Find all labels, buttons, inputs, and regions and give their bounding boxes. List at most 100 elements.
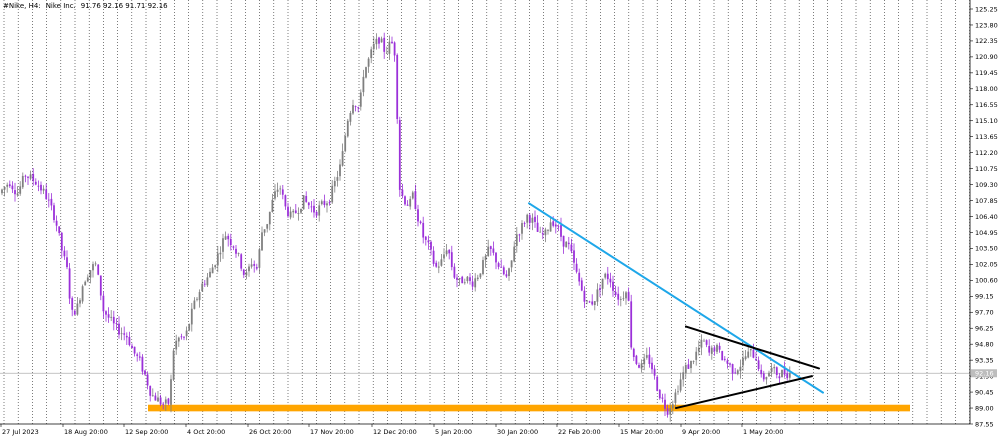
candle xyxy=(110,310,113,322)
candle-body xyxy=(515,234,518,246)
candle-body xyxy=(203,283,206,285)
candle-body xyxy=(692,361,695,363)
candle-body xyxy=(484,255,487,261)
candle-body xyxy=(469,277,471,281)
candle xyxy=(261,226,263,251)
candle xyxy=(149,385,152,402)
candle xyxy=(222,233,224,259)
candle xyxy=(255,263,258,271)
candle-body xyxy=(372,43,375,50)
candle-body xyxy=(427,240,430,243)
candle xyxy=(157,390,159,402)
candle xyxy=(591,294,594,306)
candle-body xyxy=(175,340,178,350)
candle xyxy=(76,296,79,316)
candle xyxy=(71,296,74,317)
candle-body xyxy=(365,67,367,78)
y-tick-label: 112.20 xyxy=(975,149,998,157)
candle-body xyxy=(177,337,180,342)
candle-body xyxy=(391,41,393,44)
candle xyxy=(274,184,276,201)
candle xyxy=(734,368,737,375)
candle-body xyxy=(341,151,344,166)
candle-body xyxy=(635,355,638,364)
candle xyxy=(762,370,765,382)
candle-body xyxy=(84,281,87,286)
candle-body xyxy=(539,231,542,233)
candle xyxy=(500,259,503,268)
candle xyxy=(625,291,627,305)
candle xyxy=(58,226,61,236)
candle-body xyxy=(331,185,334,203)
candle-body xyxy=(383,37,386,52)
candle-body xyxy=(310,206,313,208)
y-tick-label: 125.25 xyxy=(975,5,998,13)
candle-body xyxy=(333,181,336,187)
candle xyxy=(489,245,492,256)
candle-body xyxy=(107,314,110,318)
candle-body xyxy=(162,403,165,405)
candle-body xyxy=(45,189,48,200)
candle-body xyxy=(294,210,297,213)
candle-body xyxy=(684,365,687,374)
candle xyxy=(133,346,136,357)
candle-body xyxy=(562,235,565,247)
triangle-lower-line xyxy=(675,375,813,410)
candles xyxy=(1,32,791,422)
candle-body xyxy=(27,176,29,178)
candle xyxy=(339,159,341,181)
candle xyxy=(424,235,427,246)
candle-body xyxy=(146,374,149,386)
candle xyxy=(651,357,653,374)
candle xyxy=(370,46,373,64)
candle xyxy=(778,372,781,385)
candle xyxy=(362,69,365,97)
candle-body xyxy=(612,281,614,291)
candle xyxy=(375,33,378,50)
candle xyxy=(73,310,76,315)
candle xyxy=(521,220,523,240)
candle xyxy=(229,233,232,251)
candle-body xyxy=(666,408,669,415)
candle-body xyxy=(778,376,781,379)
candle-body xyxy=(443,254,445,259)
candle xyxy=(89,270,92,284)
candle-body xyxy=(92,264,94,271)
candle xyxy=(518,233,521,242)
annotation-layer[interactable] xyxy=(528,202,824,410)
candle-body xyxy=(227,235,230,240)
candle xyxy=(482,256,484,276)
candle-body xyxy=(63,250,66,257)
candle-body xyxy=(16,193,19,196)
y-tick-label: 119.45 xyxy=(975,69,998,77)
candle xyxy=(154,392,157,401)
candle-body xyxy=(554,224,557,227)
candle-body xyxy=(565,241,568,248)
candle-body xyxy=(596,289,599,302)
candle xyxy=(510,260,513,273)
candle-body xyxy=(346,120,349,137)
y-tick-label: 110.75 xyxy=(975,165,998,173)
candle xyxy=(354,105,357,112)
candle xyxy=(612,275,614,297)
candle xyxy=(86,274,89,283)
candle-body xyxy=(302,195,305,210)
candle xyxy=(606,266,609,285)
candle xyxy=(723,356,726,362)
candle xyxy=(690,360,692,374)
candle xyxy=(385,46,388,54)
candle xyxy=(700,334,703,356)
candle-body xyxy=(591,301,594,305)
candle xyxy=(513,241,516,263)
candle-body xyxy=(323,200,326,206)
candle xyxy=(313,199,315,218)
candle-body xyxy=(492,248,495,253)
candle xyxy=(427,235,430,250)
candle xyxy=(188,323,191,332)
candle-body xyxy=(123,333,126,335)
candle xyxy=(619,296,622,307)
candle-body xyxy=(188,324,191,331)
candle-body xyxy=(632,348,635,358)
